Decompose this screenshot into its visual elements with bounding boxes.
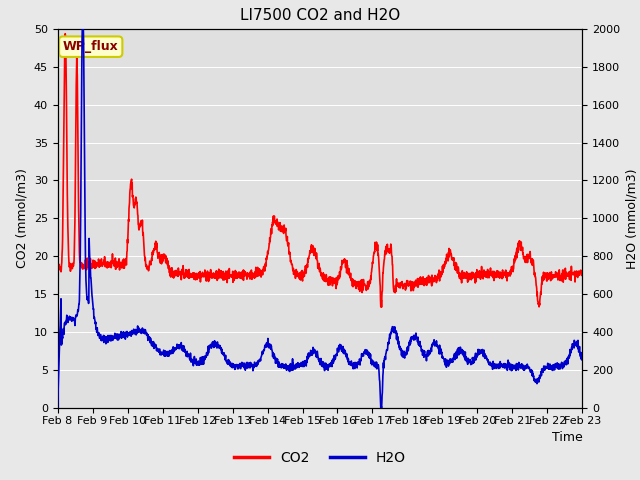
X-axis label: Time: Time: [552, 431, 582, 444]
Legend: CO2, H2O: CO2, H2O: [228, 445, 412, 471]
Title: LI7500 CO2 and H2O: LI7500 CO2 and H2O: [240, 9, 400, 24]
Y-axis label: CO2 (mmol/m3): CO2 (mmol/m3): [15, 168, 28, 268]
Y-axis label: H2O (mmol/m3): H2O (mmol/m3): [626, 168, 639, 269]
Text: WP_flux: WP_flux: [63, 40, 118, 53]
